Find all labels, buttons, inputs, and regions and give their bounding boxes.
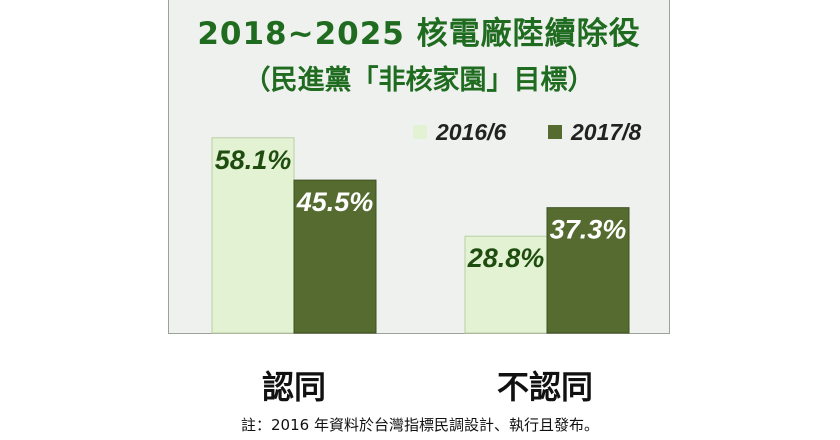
footnote: 註：2016 年資料於台灣指標民調設計、執行且發布。	[241, 416, 599, 434]
data-label-disagree-2016-6: 28.8%	[467, 243, 545, 273]
legend-label-series-1: 2016/6	[436, 118, 507, 145]
chart-title: 2018~2025 核電廠陸續除役	[197, 16, 641, 52]
data-label-agree-2016-6: 58.1%	[215, 145, 292, 175]
legend-swatch-series-2	[548, 125, 562, 139]
legend-label-series-2: 2017/8	[571, 118, 642, 145]
data-label-agree-2017-8: 45.5%	[296, 187, 374, 217]
bar-disagree-2017-8	[546, 207, 630, 334]
chart-subtitle: （民進黨「非核家園」目標）	[243, 65, 595, 96]
category-label-agree: 認同	[261, 368, 326, 406]
legend-item-series-2: 2017/8	[548, 118, 642, 145]
bar-disagree-2016-6	[464, 235, 548, 334]
legend-item-series-1: 2016/6	[413, 118, 507, 145]
bar-agree-2017-8	[293, 179, 377, 334]
data-label-disagree-2017-8: 37.3%	[550, 215, 627, 245]
legend-swatch-series-1	[413, 125, 427, 139]
category-label-disagree: 不認同	[496, 368, 593, 406]
